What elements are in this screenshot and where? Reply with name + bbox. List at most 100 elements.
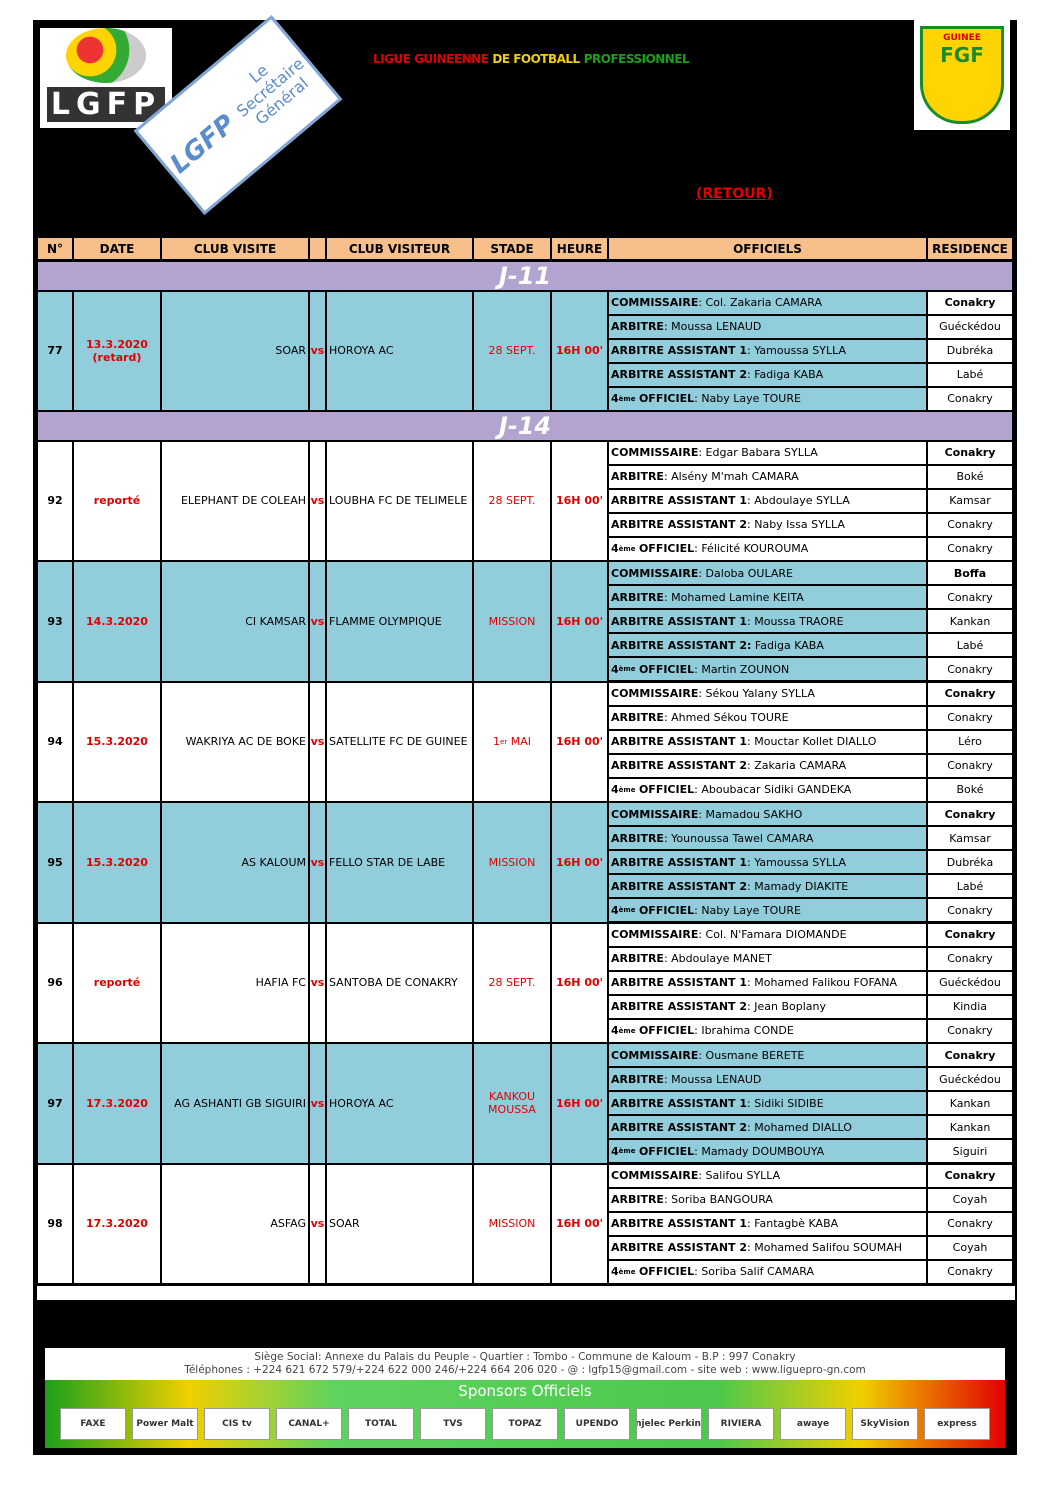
residence: Guéckédou: [928, 971, 1012, 994]
sponsor-logo: UPENDO: [564, 1408, 630, 1440]
kickoff: 16H 00': [552, 291, 607, 410]
official: ARBITRE: Abdoulaye MANET: [609, 947, 926, 970]
match-date: 15.3.2020: [74, 682, 160, 801]
away-club: SANTOBA DE CONAKRY: [327, 923, 472, 1042]
residence: Conakry: [928, 899, 1012, 922]
official: ARBITRE ASSISTANT 1: Yamoussa SYLLA: [609, 851, 926, 874]
role: ARBITRE: [611, 590, 664, 604]
official: ARBITRE ASSISTANT 1: Mohamed Falikou FOF…: [609, 971, 926, 994]
official: ARBITRE ASSISTANT 1: Mouctar Kollet DIAL…: [609, 730, 926, 753]
official-name: : Alsény M'mah CAMARA: [663, 470, 799, 484]
official-name: : Mamadou SAKHO: [698, 807, 803, 821]
official: COMMISSAIRE: Ousmane BERETE: [609, 1044, 926, 1067]
residence: Kankan: [928, 1092, 1012, 1115]
stadium-name: 28 SEPT.: [488, 344, 536, 358]
vs: vs: [310, 441, 325, 560]
official-name: : Moussa LENAUD: [663, 320, 762, 334]
residence: Conakry: [928, 1044, 1012, 1067]
home-club: AS KALOUM: [162, 803, 308, 922]
residence: Dubréka: [928, 851, 1012, 874]
date: 15.3.2020: [86, 735, 148, 749]
sponsors-title: Sponsors Officiels: [458, 1382, 592, 1400]
match-no: 95: [38, 803, 72, 922]
stadium: MISSION: [474, 562, 550, 681]
role: ARBITRE ASSISTANT 2: [611, 1120, 748, 1134]
match-date: 17.3.2020: [74, 1044, 160, 1163]
residence: Dubréka: [928, 339, 1012, 362]
role-ordinal: 4: [611, 783, 619, 797]
sponsor-logo: TOTAL: [348, 1408, 414, 1440]
sponsor-logo: awaye: [780, 1408, 846, 1440]
official-name: : Zakaria CAMARA: [747, 759, 847, 773]
official: 4 ème OFFICIEL: Aboubacar Sidiki GANDEKA: [609, 778, 926, 801]
role: ARBITRE ASSISTANT 1: [611, 855, 748, 869]
official-name: : Mohamed Salifou SOUMAH: [747, 1241, 902, 1255]
title-part: DE FOOTBALL: [492, 52, 580, 66]
kickoff: 16H 00': [552, 1164, 607, 1283]
date-note: (retard): [92, 350, 142, 364]
logo-text: LGFP: [46, 87, 166, 122]
spacer-bar: [37, 1286, 1015, 1300]
match-no: 97: [38, 1044, 72, 1163]
official-name: : Edgar Babara SYLLA: [698, 446, 818, 460]
official: ARBITRE ASSISTANT 1: Abdoulaye SYLLA: [609, 489, 926, 512]
match-no: 92: [38, 441, 72, 560]
stadium-name: MISSION: [488, 614, 536, 628]
vs: vs: [310, 803, 325, 922]
sponsor-logo: express: [924, 1408, 990, 1440]
official-name: : Daloba OULARE: [698, 566, 793, 580]
column-header: OFFICIELS: [609, 238, 926, 259]
official: ARBITRE: Mohamed Lamine KEITA: [609, 586, 926, 609]
role-ordinal-sup: ème: [618, 1026, 636, 1035]
away-club: FLAMME OLYMPIQUE: [327, 562, 472, 681]
role: ARBITRE: [611, 1193, 664, 1207]
role: ARBITRE ASSISTANT 1: [611, 735, 748, 749]
role: COMMISSAIRE: [611, 1048, 699, 1062]
role-ordinal-sup: ème: [618, 1267, 636, 1276]
match-date: 17.3.2020: [74, 1164, 160, 1283]
match-date: 13.3.2020 (retard): [74, 291, 160, 410]
away-club: HOROYA AC: [327, 291, 472, 410]
stadium-suffix: MAI: [507, 735, 531, 749]
stadium-name: MISSION: [488, 1217, 536, 1231]
role: OFFICIEL: [638, 662, 695, 676]
role: COMMISSAIRE: [611, 807, 699, 821]
official-name: : Younoussa Tawel CAMARA: [663, 831, 814, 845]
stamp-logo: LGFP: [164, 108, 242, 180]
column-header: HEURE: [552, 238, 607, 259]
sponsor-logo: FAXE: [60, 1408, 126, 1440]
role: ARBITRE ASSISTANT 2: [611, 879, 748, 893]
role: ARBITRE ASSISTANT 2: [611, 1241, 748, 1255]
stadium-name: 1: [493, 735, 501, 749]
official-name: : Aboubacar Sidiki GANDEKA: [694, 783, 852, 797]
residence: Conakry: [928, 754, 1012, 777]
sponsor-logo: Power Malt: [132, 1408, 198, 1440]
role: OFFICIEL: [638, 392, 695, 406]
role-ordinal: 4: [611, 903, 619, 917]
match-no: 77: [38, 291, 72, 410]
role: COMMISSAIRE: [611, 446, 699, 460]
residence: Coyah: [928, 1236, 1012, 1259]
residence: Labé: [928, 634, 1012, 657]
role: OFFICIEL: [638, 783, 695, 797]
match-no: 93: [38, 562, 72, 681]
residence: Conakry: [928, 513, 1012, 536]
role: ARBITRE ASSISTANT 1: [611, 976, 748, 990]
vs: vs: [310, 291, 325, 410]
residence: Conakry: [928, 1260, 1012, 1283]
date: reporté: [93, 494, 141, 508]
logo-right: GUINEE FGF: [914, 20, 1010, 130]
official-name: : Sidiki SIDIBE: [747, 1096, 824, 1110]
official: ARBITRE ASSISTANT 1: Moussa TRAORE: [609, 610, 926, 633]
role-ordinal-sup: ème: [618, 665, 636, 674]
official-name: : Soriba Salif CAMARA: [694, 1265, 814, 1279]
title: LIGUE GUINEENNE DE FOOTBALL PROFESSIONNE…: [373, 50, 689, 68]
home-club: CI KAMSAR: [162, 562, 308, 681]
official: ARBITRE ASSISTANT 2: Naby Issa SYLLA: [609, 513, 926, 536]
official-name: : Martin ZOUNON: [694, 662, 790, 676]
official: ARBITRE: Moussa LENAUD: [609, 1068, 926, 1091]
role: ARBITRE: [611, 320, 664, 334]
role: ARBITRE ASSISTANT 1: [611, 1096, 748, 1110]
residence: Labé: [928, 875, 1012, 898]
role: ARBITRE ASSISTANT 2:: [611, 638, 752, 652]
